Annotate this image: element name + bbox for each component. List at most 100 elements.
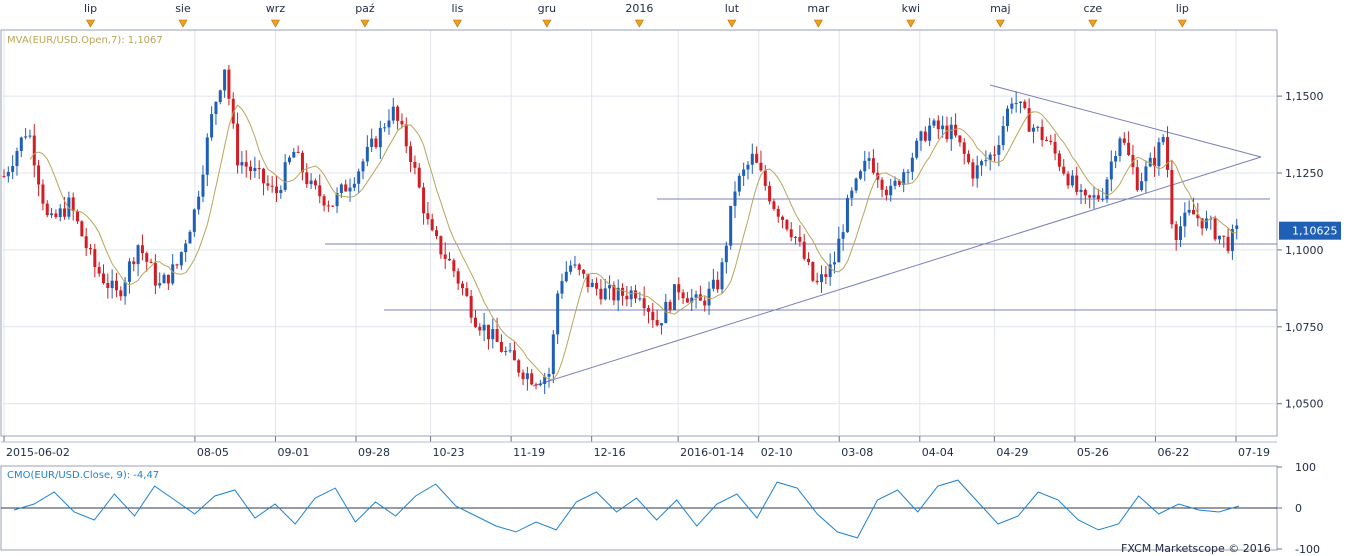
candle-up: [1101, 198, 1105, 200]
candle-up: [201, 174, 205, 197]
candle-up: [1235, 225, 1239, 229]
candle-up: [1161, 137, 1165, 143]
candle-down: [802, 241, 806, 259]
candle-down: [473, 317, 477, 327]
candle-up: [845, 197, 849, 233]
candle-down: [521, 372, 525, 380]
candle-down: [517, 360, 521, 373]
month-marker-label: cze: [1084, 2, 1103, 15]
price-axis-label: 1,0500: [1285, 398, 1324, 411]
month-marker-triangle: [1088, 19, 1098, 28]
candle-up: [858, 171, 862, 179]
month-marker-triangle: [995, 19, 1005, 28]
candle-up: [616, 287, 620, 301]
candle-down: [266, 183, 270, 186]
candle-up: [737, 175, 741, 192]
candle-up: [127, 261, 131, 282]
candle-down: [37, 165, 41, 185]
candle-down: [404, 124, 408, 147]
current-price-tag: 1,10625: [1279, 221, 1341, 240]
candle-down: [296, 151, 300, 153]
candle-down: [655, 320, 659, 326]
candle-up: [179, 252, 183, 266]
candle-down: [759, 162, 763, 171]
candle-down: [1053, 141, 1057, 154]
candle-up: [1157, 142, 1161, 167]
current-price-label: 1,10625: [1292, 225, 1338, 238]
candlesticks: [2, 64, 1239, 395]
candle-down: [244, 162, 248, 167]
candle-down: [331, 205, 335, 207]
candle-up: [902, 172, 906, 185]
candle-up: [504, 351, 508, 353]
candle-up: [192, 209, 196, 232]
candle-down: [789, 229, 793, 238]
candle-up: [158, 283, 162, 286]
price-axis: 1,0500 1,0750 1,1000 1,1250 1,1500: [1277, 90, 1324, 411]
candle-up: [67, 197, 71, 217]
candle-up: [482, 324, 486, 331]
candle-up: [491, 329, 495, 340]
candle-down: [668, 301, 672, 310]
candle-up: [820, 274, 824, 283]
candle-down: [993, 154, 997, 156]
price-axis-label: 1,1500: [1285, 90, 1324, 103]
candle-up: [841, 232, 845, 239]
candle-down: [2, 176, 6, 178]
candle-down: [140, 245, 144, 254]
candle-up: [6, 171, 10, 177]
candle-down: [478, 326, 482, 331]
candle-down: [1040, 126, 1044, 140]
candle-down: [1213, 218, 1217, 240]
date-axis-label: 08-05: [197, 446, 229, 459]
candle-down: [945, 125, 949, 139]
candle-up: [19, 137, 23, 151]
candle-up: [750, 153, 754, 165]
candle-up: [941, 125, 945, 130]
candle-down: [1135, 167, 1139, 191]
candle-down: [262, 168, 266, 184]
candle-down: [621, 287, 625, 296]
candle-up: [1079, 189, 1083, 192]
date-axis-label: 2016-01-14: [680, 446, 744, 459]
grid-lines: [1, 30, 1277, 436]
candle-down: [76, 211, 80, 222]
candle-up: [1014, 103, 1018, 105]
candle-down: [409, 146, 413, 162]
cmo-axis-label: 0: [1295, 502, 1302, 515]
candle-up: [383, 127, 387, 129]
candle-down: [236, 123, 240, 166]
candle-down: [646, 308, 650, 312]
month-marker-label: lip: [1176, 2, 1189, 15]
price-panel[interactable]: [0, 29, 1278, 437]
month-marker-label: lip: [84, 2, 97, 15]
candle-up: [253, 168, 257, 172]
candle-down: [89, 248, 93, 250]
candle-down: [1049, 140, 1053, 142]
candle-down: [41, 184, 45, 204]
candle-up: [975, 165, 979, 179]
candle-up: [1230, 228, 1234, 251]
candle-up: [352, 183, 356, 188]
candle-down: [962, 142, 966, 154]
month-marker-triangle: [634, 19, 644, 28]
candle-down: [469, 295, 473, 318]
candle-down: [716, 279, 720, 290]
month-marker-triangle: [813, 19, 823, 28]
candle-up: [1109, 161, 1113, 180]
candle-down: [313, 180, 317, 186]
month-marker-triangle: [452, 19, 462, 28]
candle-up: [123, 281, 127, 297]
candle-up: [988, 154, 992, 161]
candle-down: [45, 203, 49, 216]
candle-down: [495, 329, 499, 342]
date-axis-label: 09-28: [358, 446, 390, 459]
candle-down: [1066, 173, 1070, 186]
date-axis: 2015-06-02 08-05 09-01 09-28 10-23 11-19 12-16…: [1, 436, 1277, 459]
candle-up: [1187, 209, 1191, 213]
candle-down: [54, 213, 58, 218]
month-marker-label: lut: [725, 2, 740, 15]
candle-up: [348, 187, 352, 192]
candle-up: [910, 157, 914, 172]
